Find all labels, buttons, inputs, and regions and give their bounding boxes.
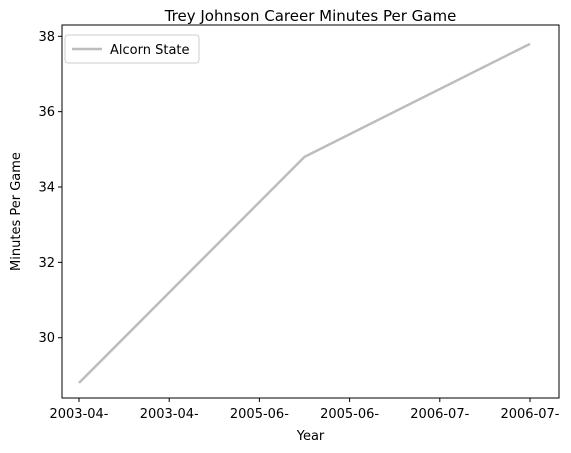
x-tick-label: 2005-06- — [230, 407, 289, 422]
y-tick-label: 30 — [38, 331, 55, 346]
y-axis-ticks: 30 32 34 36 38 — [38, 30, 62, 346]
legend-box — [64, 34, 200, 64]
plot-frame — [61, 24, 560, 399]
x-axis-label: Year — [296, 429, 325, 444]
x-tick-label: 2006-07- — [500, 407, 559, 422]
chart-title: Trey Johnson Career Minutes Per Game — [164, 7, 457, 25]
y-axis-label: Minutes Per Game — [9, 152, 24, 271]
y-tick-label: 38 — [38, 30, 55, 45]
y-tick-label: 36 — [38, 105, 55, 120]
legend: Alcorn State — [64, 34, 200, 64]
x-tick-label: 2005-06- — [320, 407, 379, 422]
plot-background — [62, 25, 559, 398]
x-tick-label: 2003-04- — [49, 407, 108, 422]
y-tick-label: 34 — [38, 181, 55, 196]
x-tick-label: 2003-04- — [140, 407, 199, 422]
series-line-0 — [78, 42, 531, 384]
y-tick-label: 32 — [38, 256, 55, 271]
series-group — [78, 42, 531, 384]
legend-label-alcorn-state: Alcorn State — [110, 43, 190, 58]
x-axis-ticks: 2003-04- 2003-04- 2005-06- 2005-06- 2006-07-… — [49, 398, 560, 422]
x-tick-label: 2006-07- — [410, 407, 469, 422]
